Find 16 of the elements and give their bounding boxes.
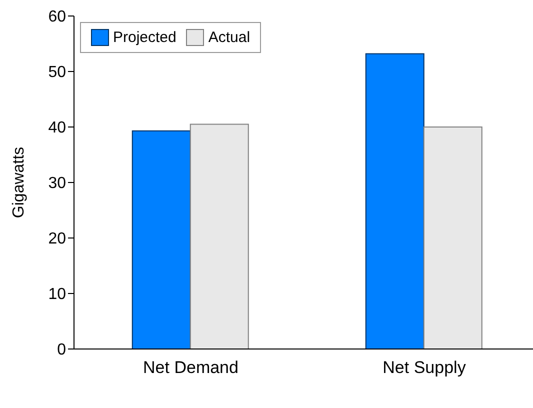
bar [365,53,424,349]
y-tick-label: 0 [57,342,66,359]
y-tick-label: 60 [48,8,66,26]
y-tick-label: 30 [48,175,66,192]
y-tick-label: 10 [48,286,66,304]
y-tick-label: 50 [48,64,66,82]
x-tick-label: Net Demand [143,358,238,378]
legend-label: Projected [112,29,176,46]
bar [132,130,191,349]
bar [423,126,482,349]
y-tick-label: 40 [48,120,66,137]
y-tick-label: 20 [48,230,66,248]
x-tick-label: Net Supply [382,358,466,378]
y-axis-title: Gigawatts [10,146,28,218]
legend-label: Actual [207,29,250,46]
bar [190,124,249,349]
